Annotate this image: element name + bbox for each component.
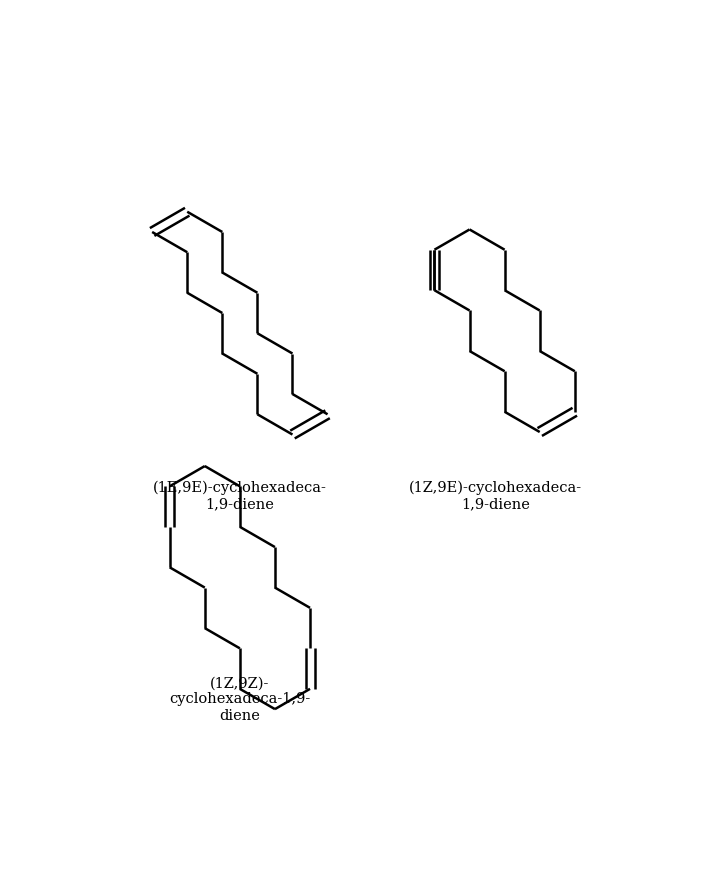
- Text: (1Z,9Z)-
cyclohexadeca-1,9-
diene: (1Z,9Z)- cyclohexadeca-1,9- diene: [169, 676, 311, 723]
- Text: (1Z,9E)-cyclohexadeca-
1,9-diene: (1Z,9E)-cyclohexadeca- 1,9-diene: [409, 481, 582, 512]
- Text: (1E,9E)-cyclohexadeca-
1,9-diene: (1E,9E)-cyclohexadeca- 1,9-diene: [153, 481, 327, 512]
